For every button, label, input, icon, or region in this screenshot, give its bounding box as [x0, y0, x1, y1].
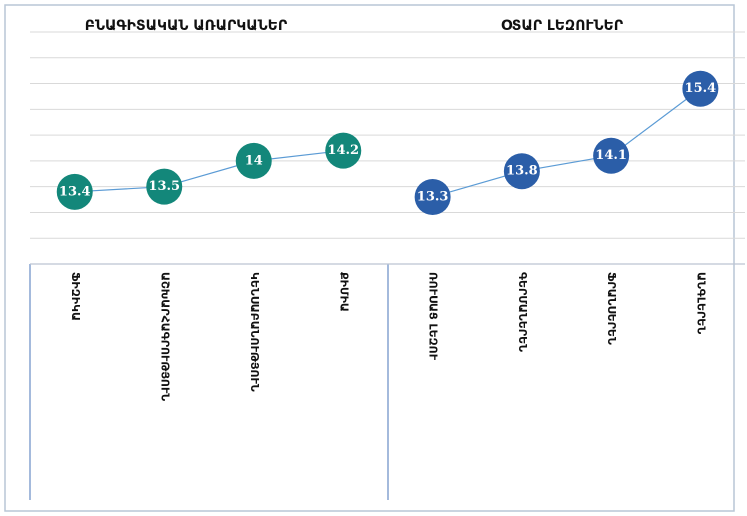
marker	[235, 142, 272, 179]
x-tick-label: ՖԻԶԻԿԱ	[69, 272, 82, 321]
marker	[503, 153, 540, 190]
series-line	[432, 88, 701, 198]
panel-title: ԲՆԱԳԻՏԱԿԱՆ ԱՌԱՐԿԱՆԵՐ	[85, 18, 288, 34]
x-tick-label: ԿԵՆՍԱԲԱՆՈՒԹՅՈՒՆ	[248, 272, 261, 392]
x-tick-label: ԳԵՐՄԱՆԵՐԵՆ	[516, 272, 529, 352]
data-label: 13.5	[148, 179, 180, 194]
x-tick-label: ԱՇԽԱՐՀԱԳՐՈՒԹՅՈՒՆ	[158, 272, 171, 401]
data-label: 15.4	[685, 81, 717, 96]
marker	[325, 132, 362, 169]
x-tick-label: ՔԻՄԻԱ	[337, 272, 350, 312]
data-label: 14	[245, 153, 263, 168]
x-tick-label: ՖՐԱՆՍԵՐԵՆ	[605, 272, 618, 345]
marker	[414, 178, 451, 215]
data-label: 13.3	[417, 189, 449, 204]
x-tick-label: ՌՈՒՍԱՑ ԼԵԶՈՒ	[427, 272, 440, 361]
frame	[4, 4, 735, 512]
x-tick-label: ԱՆԳԼԵՐԵՆ	[694, 272, 707, 334]
data-label: 14.2	[327, 143, 359, 158]
data-label: 13.4	[59, 184, 91, 199]
series-line	[74, 149, 344, 193]
marker	[146, 168, 183, 205]
marker	[682, 70, 719, 107]
marker	[56, 173, 93, 210]
data-label: 13.8	[506, 164, 538, 179]
marker	[593, 137, 630, 174]
data-label: 14.1	[595, 148, 627, 163]
panel-title: ՕՏԱՐ ԼԵԶՈՒՆԵՐ	[501, 18, 624, 34]
